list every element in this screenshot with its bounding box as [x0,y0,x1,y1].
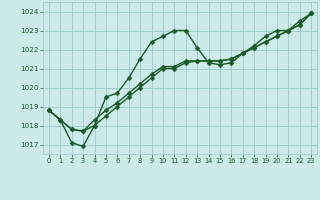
Text: Graphe pression niveau de la mer (hPa): Graphe pression niveau de la mer (hPa) [60,184,260,193]
